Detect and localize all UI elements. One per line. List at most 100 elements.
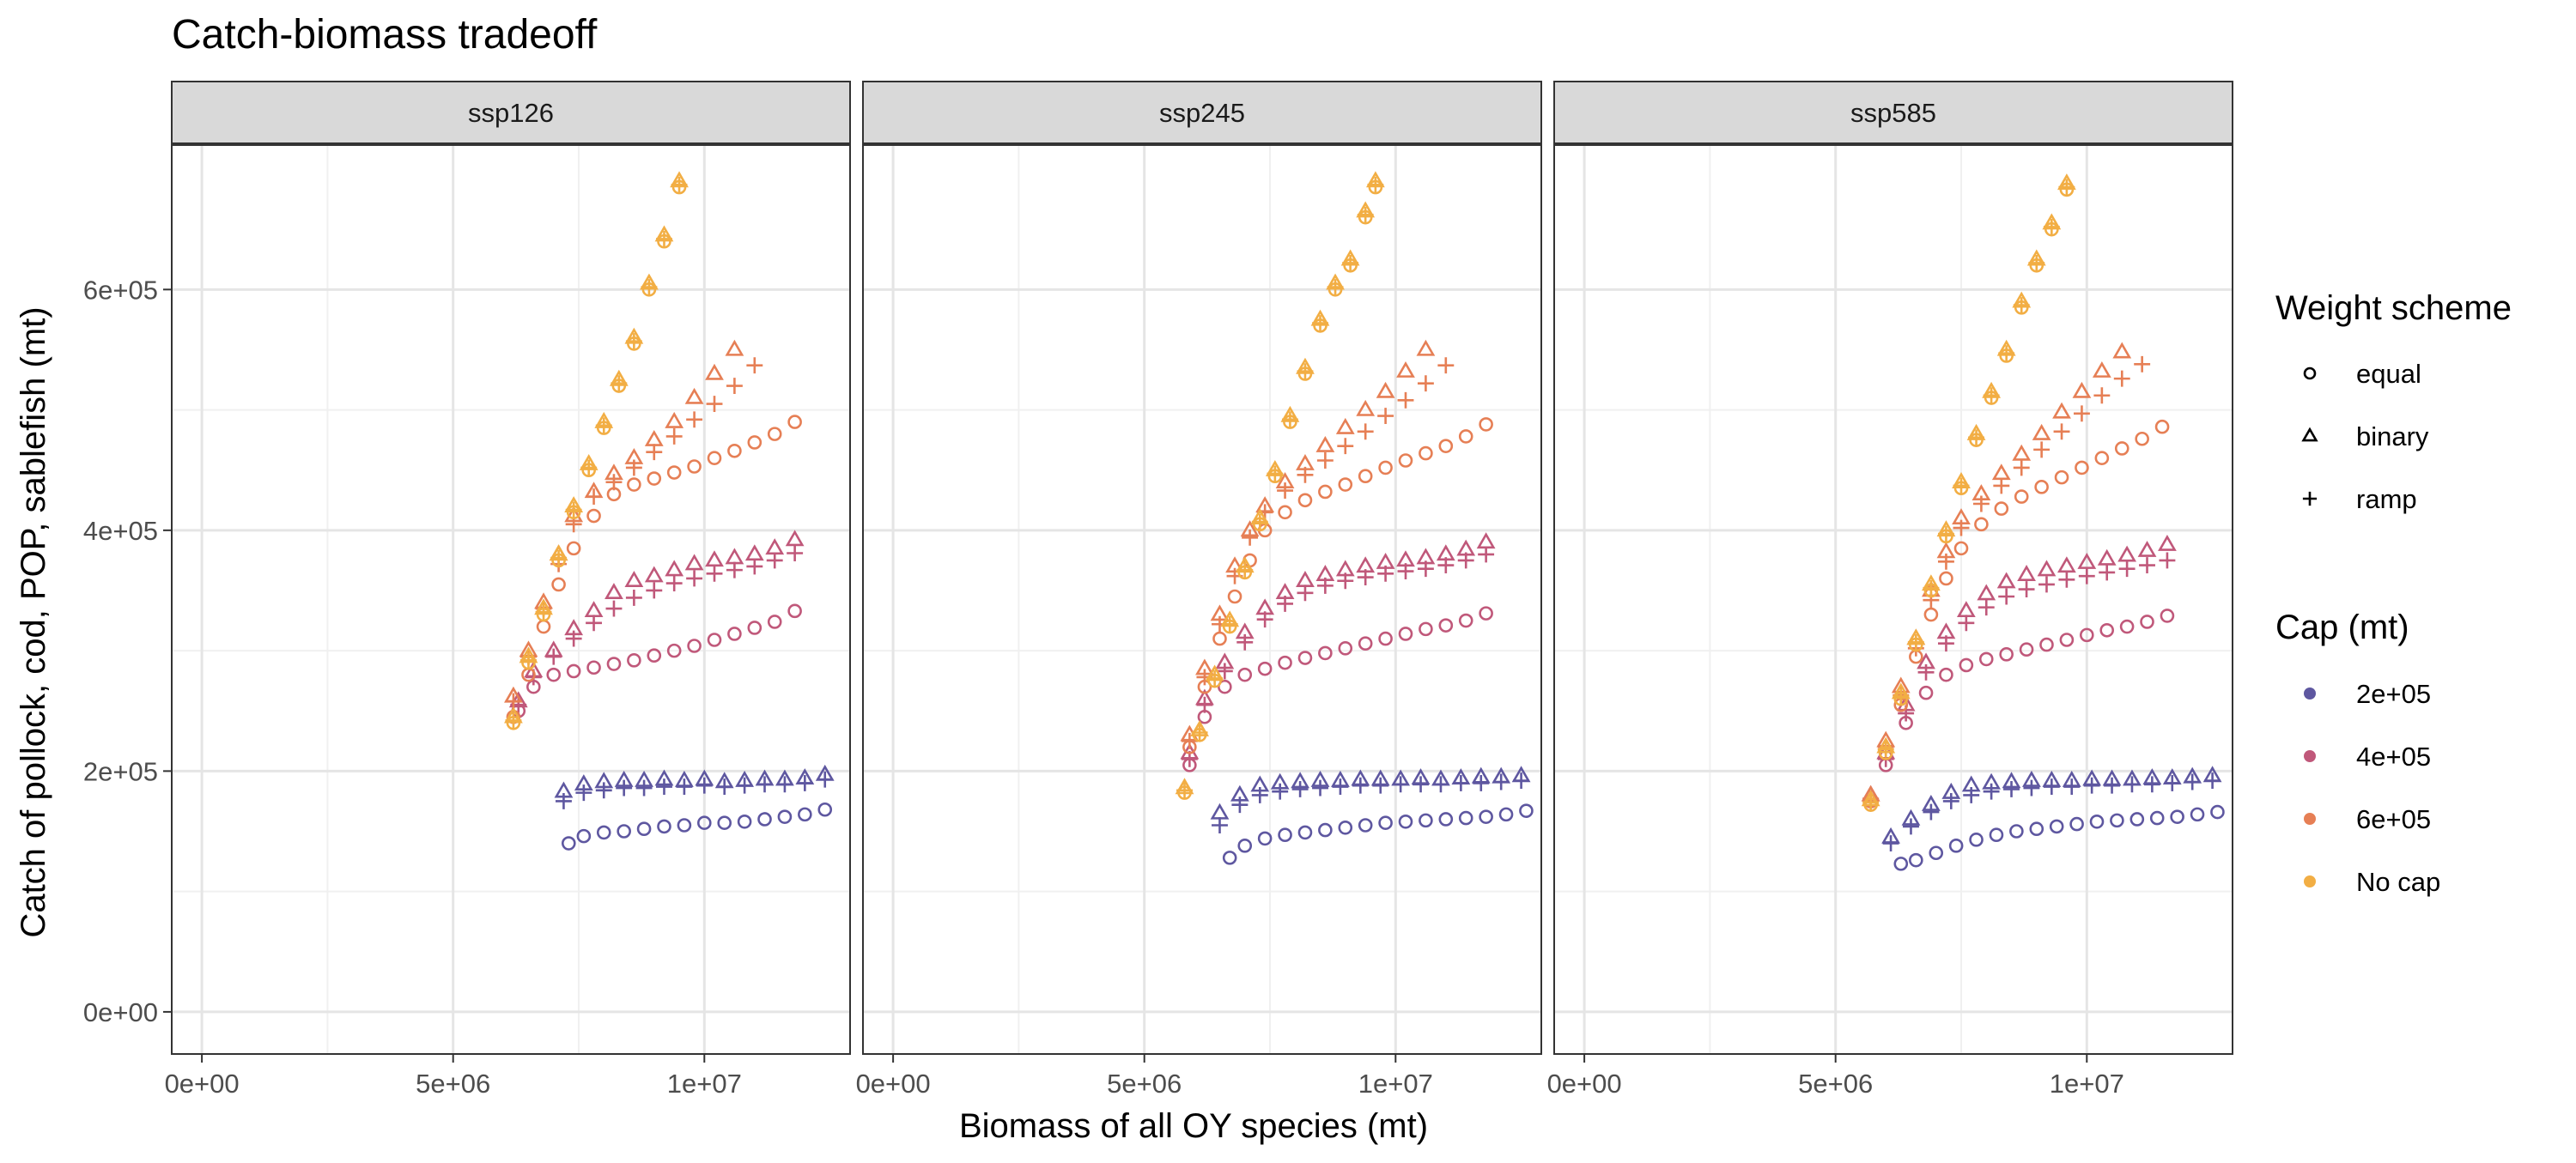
data-point (1923, 803, 1940, 821)
data-point (611, 375, 628, 392)
data-point (1994, 501, 2009, 516)
data-point (1277, 482, 1294, 500)
data-point (726, 378, 743, 394)
data-point (2033, 441, 2050, 458)
data-point (1413, 776, 1430, 793)
data-point (2184, 773, 2201, 790)
data-point (520, 651, 537, 669)
data-point (1972, 495, 1990, 512)
data-point (586, 488, 603, 506)
data-point (657, 819, 671, 834)
data-point (746, 357, 763, 374)
data-point (1278, 655, 1292, 670)
data-point (1479, 809, 1493, 824)
data-point (727, 443, 742, 458)
data-point (2110, 813, 2124, 828)
data-point (787, 603, 802, 619)
data-point (2013, 459, 2030, 476)
data-point (1392, 776, 1409, 793)
y-tick-label: 0e+00 (83, 997, 158, 1027)
x-tick-label: 0e+00 (1547, 1069, 1622, 1099)
data-point (546, 667, 562, 682)
data-point (1332, 778, 1349, 796)
data-point (644, 566, 664, 583)
data-point (1974, 517, 1989, 532)
y-tick-label: 2e+05 (83, 756, 158, 786)
data-point (686, 570, 703, 587)
data-point (1316, 577, 1334, 594)
data-point (641, 279, 658, 295)
data-point (550, 549, 568, 566)
legend-label-ramp: ramp (2356, 484, 2417, 514)
facet-strip-label: ssp585 (1850, 98, 1936, 128)
data-points (1861, 173, 2225, 871)
data-point (1278, 505, 1292, 520)
data-point (545, 648, 562, 665)
data-point (1251, 513, 1268, 530)
data-point (1977, 584, 1996, 601)
data-point (2149, 810, 2165, 826)
facet-panel-ssp126: ssp126 0e+00 5e+06 1e+07 0e+00 2e+05 4e+05 6e+0… (83, 81, 851, 1099)
data-point (635, 779, 653, 797)
data-point (1378, 631, 1393, 646)
data-point (676, 778, 693, 796)
data-point (2013, 297, 2030, 314)
data-point (595, 417, 612, 434)
data-point (2017, 565, 2036, 581)
data-point (1948, 839, 1964, 853)
data-point (1227, 589, 1242, 604)
data-point (1237, 839, 1253, 853)
data-point (736, 777, 753, 794)
data-point (1942, 792, 1959, 809)
data-point (2210, 804, 2225, 820)
data-point (1903, 818, 1919, 835)
data-point (2135, 431, 2149, 446)
data-point (1398, 627, 1413, 641)
data-point (666, 643, 682, 658)
data-point (756, 776, 773, 793)
data-point (580, 459, 598, 476)
facet-strip-label: ssp245 (1159, 98, 1245, 128)
data-point (1338, 821, 1353, 835)
data-point (2112, 342, 2132, 359)
data-point (2154, 419, 2170, 434)
data-point (716, 778, 733, 796)
data-points (1175, 171, 1534, 865)
data-point (616, 779, 633, 797)
data-point (595, 782, 612, 799)
data-point (1191, 724, 1208, 741)
data-point (2143, 776, 2160, 793)
legend-label-equal: equal (2356, 359, 2421, 389)
data-point (1222, 851, 1237, 865)
data-point (686, 411, 703, 428)
data-point (1281, 411, 1298, 428)
data-point (605, 600, 623, 617)
data-point (727, 627, 742, 641)
data-point (666, 465, 682, 480)
data-point (1315, 435, 1335, 452)
data-point (746, 558, 763, 575)
x-tick-label: 5e+06 (1107, 1069, 1182, 1099)
data-point (1278, 827, 1292, 843)
data-point (1417, 560, 1434, 578)
data-point (505, 712, 522, 729)
data-point (2052, 402, 2071, 419)
data-point (705, 550, 724, 567)
x-tick-label: 5e+06 (416, 1069, 490, 1099)
data-point (2164, 774, 2181, 791)
data-point (2073, 405, 2090, 422)
data-point (1272, 783, 1289, 800)
data-point (798, 807, 812, 822)
data-point (636, 821, 652, 837)
data-point (767, 615, 782, 629)
data-point (1479, 417, 1493, 432)
data-point (2054, 469, 2069, 485)
data-point (2072, 381, 2092, 398)
data-point (2043, 218, 2060, 235)
data-point (2078, 567, 2095, 585)
data-point (2094, 451, 2110, 465)
data-point (2039, 637, 2054, 652)
data-point (766, 552, 783, 569)
data-point (684, 387, 704, 404)
data-point (1236, 633, 1254, 651)
